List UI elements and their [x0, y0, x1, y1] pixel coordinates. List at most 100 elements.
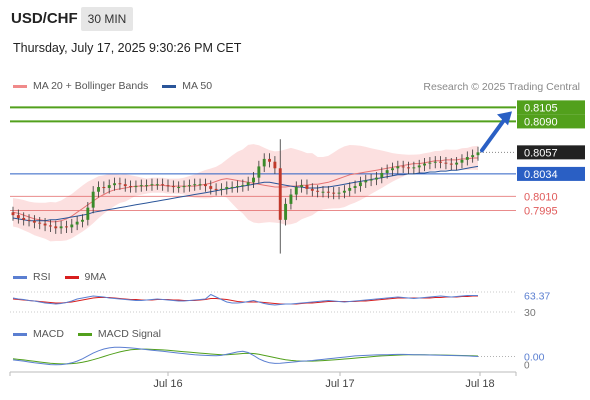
candle-body: [54, 226, 58, 229]
candle-body: [246, 182, 250, 186]
candle-body: [27, 219, 31, 221]
level-tag-0.8057: [517, 145, 585, 160]
candle-body: [182, 186, 186, 188]
legend-swatch-ma50: [162, 84, 177, 88]
candle-body: [123, 184, 127, 187]
candle-body: [252, 177, 255, 183]
candle-body: [417, 165, 421, 168]
candle-body: [81, 219, 84, 222]
candle-body: [428, 162, 432, 164]
level-label-0.8034: 0.8034: [524, 169, 558, 181]
candle-body: [268, 158, 272, 162]
candle-body: [214, 188, 218, 190]
macd-value-label: 0.00: [524, 352, 545, 364]
candle-body: [171, 186, 175, 188]
candle-body: [155, 184, 159, 186]
rsi-legend: RSI 9MA: [13, 271, 106, 283]
candle-body: [465, 157, 469, 160]
candle-body: [59, 226, 63, 229]
legend-swatch-macd: [13, 332, 27, 336]
candle-body: [70, 224, 74, 228]
time-label-Jul-17: Jul 17: [325, 378, 354, 390]
candle-body: [273, 161, 277, 169]
candle-body: [348, 187, 352, 191]
candle-body: [257, 166, 261, 178]
macd-signal-line: [12, 348, 479, 365]
time-label-Jul-16: Jul 16: [153, 378, 182, 390]
candle-body: [369, 179, 373, 181]
candle-body: [102, 187, 106, 189]
candle-body: [134, 186, 138, 188]
rsi-line: [12, 293, 478, 306]
candle-body: [75, 221, 79, 225]
level-tag-0.8034: [517, 166, 585, 181]
symbol-title: USD/CHF: [11, 10, 78, 27]
price-legend: MA 20 + Bollinger Bands MA 50: [13, 80, 212, 92]
candle-body: [150, 184, 154, 186]
candle-body: [187, 185, 191, 187]
candle-body: [38, 222, 42, 224]
legend-label-macd-signal: MACD Signal: [97, 328, 161, 340]
candle-body: [337, 192, 341, 194]
candle-body: [433, 161, 437, 163]
candle-body: [278, 168, 282, 220]
candle-body: [43, 223, 47, 226]
time-label-Jul-18: Jul 18: [465, 378, 494, 390]
candle-body: [353, 186, 357, 188]
candle-body: [385, 170, 389, 173]
projection-arrow-head: [497, 111, 512, 126]
ma20-line: [12, 157, 478, 223]
candle-body: [326, 191, 330, 193]
candle-body: [471, 155, 475, 158]
candle-body: [91, 191, 95, 208]
candle-body: [476, 152, 480, 156]
macd-legend: MACD MACD Signal: [13, 328, 161, 340]
candle-body: [97, 187, 100, 192]
candle-body: [129, 186, 133, 188]
candle-body: [139, 185, 143, 187]
level-tag-0.8090: [517, 114, 585, 129]
candle-body: [407, 167, 410, 169]
candle-body: [316, 190, 320, 192]
legend-label-9ma: 9MA: [84, 271, 107, 283]
legend-swatch-macd-signal: [77, 332, 92, 336]
candle-body: [284, 203, 288, 220]
legend-swatch-ma20: [13, 84, 27, 88]
macd-line: [12, 346, 479, 366]
candle-body: [412, 167, 416, 169]
candle-body: [193, 184, 197, 186]
rsi-30-label: 30: [524, 307, 536, 319]
candle-body: [380, 172, 384, 178]
legend-swatch-rsi: [13, 275, 27, 279]
candle-body: [455, 162, 459, 165]
candle-body: [332, 192, 336, 194]
legend-swatch-9ma: [64, 275, 79, 279]
candle-body: [225, 187, 229, 189]
candle-body: [198, 184, 202, 186]
candle-body: [342, 190, 346, 193]
projection-arrow-shaft: [480, 115, 508, 153]
candle-body: [177, 187, 181, 189]
candle-body: [300, 185, 304, 188]
ma50-line: [12, 165, 479, 222]
macd-zero-label: 0: [524, 361, 530, 372]
time-axis: Jul 16 Jul 17 Jul 18: [9, 371, 517, 390]
candle-body: [161, 184, 165, 186]
legend-label-ma50: MA 50: [182, 80, 213, 92]
candle-body: [166, 185, 170, 187]
candle-body: [11, 212, 15, 216]
price-pane: 0.8105 0.8090 0.8057 0.8034 0.8010 0.7995: [10, 100, 585, 254]
candle-body: [358, 182, 362, 187]
candle-body: [321, 191, 325, 193]
candle-body: [289, 194, 293, 204]
rsi-pane: 63.37 30: [10, 290, 550, 319]
candle-body: [107, 185, 111, 188]
level-label-0.8010: 0.8010: [524, 191, 558, 203]
legend-label-macd: MACD: [33, 328, 64, 340]
candle-body: [203, 184, 207, 187]
candle-body: [145, 185, 149, 187]
candle-body: [449, 163, 453, 165]
candle-body: [118, 183, 122, 185]
timeframe-badge[interactable]: 30 MIN: [81, 7, 133, 31]
